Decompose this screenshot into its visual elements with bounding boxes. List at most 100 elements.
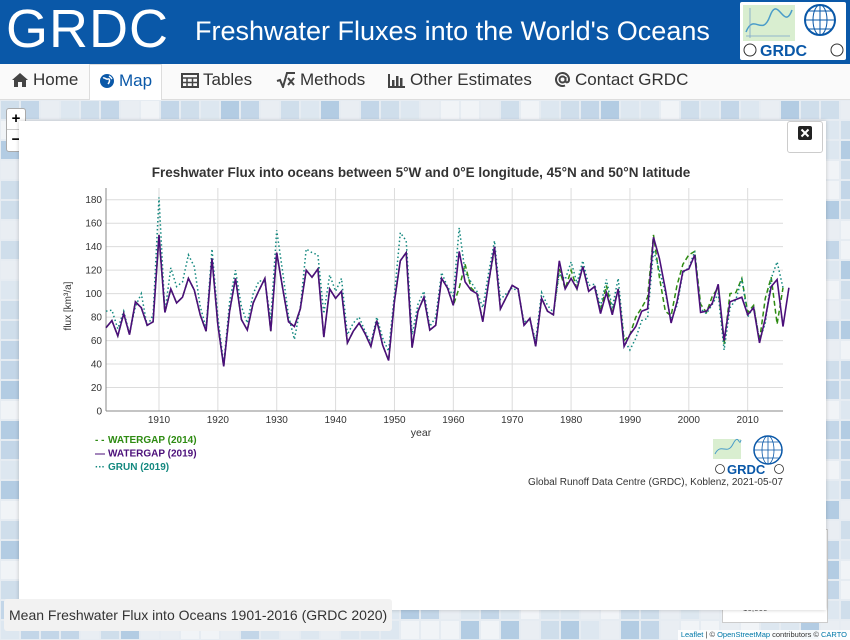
map-tile: [280, 100, 300, 120]
map-tile: [0, 400, 20, 420]
map-tile: [800, 100, 820, 120]
map-tile: [840, 560, 850, 580]
map-tile: [840, 360, 850, 380]
map-tile: [840, 180, 850, 200]
nav-tables-label: Tables: [203, 70, 253, 89]
nav-other-estimates[interactable]: Other Estimates: [379, 64, 541, 100]
map-tile: [40, 100, 60, 120]
map-tile: [0, 520, 20, 540]
chart-popup: Freshwater Flux into oceans between 5°W …: [19, 121, 826, 610]
legend-symbol: - -: [95, 435, 104, 446]
map-tile: [0, 200, 20, 220]
y-tick-label: 120: [85, 266, 102, 277]
attribution-contributors: contributors ©: [770, 630, 822, 639]
map-tile: [480, 620, 500, 640]
map-tile: [620, 620, 640, 640]
legend-symbol: ···: [95, 462, 105, 473]
map-tile: [840, 320, 850, 340]
map-tile: [0, 540, 20, 560]
map-tile: [400, 620, 420, 640]
map-tile: [500, 100, 520, 120]
flux-chart: Freshwater Flux into oceans between 5°W …: [63, 165, 790, 488]
y-tick-label: 80: [91, 313, 103, 324]
map-tile: [720, 100, 740, 120]
at-icon: [555, 72, 571, 87]
site-header: GRDC Freshwater Fluxes into the World's …: [0, 0, 850, 64]
map-tile: [520, 620, 540, 640]
map-tile: [680, 100, 700, 120]
map-tile: [80, 100, 100, 120]
nav-contact[interactable]: Contact GRDC: [545, 64, 697, 100]
map-tile: [460, 100, 480, 120]
map-tile: [520, 100, 540, 120]
map-tile: [160, 100, 180, 120]
map-tile: [640, 100, 660, 120]
map-tile: [840, 200, 850, 220]
map-tile: [820, 100, 840, 120]
nav-tables[interactable]: Tables: [172, 64, 261, 100]
map-tile: [840, 240, 850, 260]
y-tick-label: 100: [85, 289, 102, 300]
table-icon: [181, 73, 199, 88]
map-tile: [620, 100, 640, 120]
map-tile: [60, 100, 80, 120]
map-tile: [0, 320, 20, 340]
map-tile: [780, 100, 800, 120]
map-tile: [840, 380, 850, 400]
home-icon: [12, 73, 28, 87]
map-tile: [580, 100, 600, 120]
map-attribution: Leaflet | © OpenStreetMap contributors ©…: [677, 630, 850, 640]
map-tile: [560, 100, 580, 120]
map-tile: [480, 100, 500, 120]
map-tile: [560, 620, 580, 640]
x-tick-label: 2010: [737, 415, 760, 426]
map-tile: [0, 220, 20, 240]
map-tile: [760, 100, 780, 120]
nav-home[interactable]: Home: [2, 64, 87, 100]
map-tile: [100, 100, 120, 120]
map-tile: [840, 400, 850, 420]
grdc-logo-text[interactable]: GRDC: [6, 0, 169, 59]
series-line: [105, 234, 790, 367]
nav-methods[interactable]: Methods: [267, 64, 374, 100]
y-tick-label: 140: [85, 242, 102, 253]
map-tile: [840, 140, 850, 160]
grdc-emblem-logo[interactable]: GRDC: [740, 2, 846, 60]
x-tick-label: 1960: [442, 415, 465, 426]
map-tile: [400, 100, 420, 120]
main-navbar: Home Map Tables Methods Other Estimates …: [0, 64, 850, 101]
map-tile: [840, 420, 850, 440]
legend-entry: GRUN (2019): [108, 462, 169, 473]
legend-entry: WATERGAP (2014): [108, 435, 197, 446]
map-tile: [440, 100, 460, 120]
leaflet-link[interactable]: Leaflet: [680, 630, 704, 639]
nav-contact-label: Contact GRDC: [575, 70, 689, 89]
map-tile: [840, 120, 850, 140]
osm-link[interactable]: OpenStreetMap: [717, 630, 771, 639]
x-tick-label: 1990: [619, 415, 642, 426]
nav-map[interactable]: Map: [89, 64, 163, 101]
function-icon: [276, 72, 295, 90]
map-tile: [840, 260, 850, 280]
x-tick-label: 1920: [207, 415, 230, 426]
map-tile: [840, 280, 850, 300]
attribution-separator: | ©: [703, 630, 718, 639]
map-tile: [580, 620, 600, 640]
map-tile: [840, 220, 850, 240]
x-axis-label: year: [411, 427, 432, 439]
nav-methods-label: Methods: [300, 70, 366, 89]
map-tile: [540, 620, 560, 640]
x-tick-label: 1970: [501, 415, 524, 426]
bar-chart-icon: [388, 74, 405, 88]
map-tile: [240, 100, 260, 120]
map-tile: [660, 100, 680, 120]
map-tile: [840, 480, 850, 500]
popup-logo-text: GRDC: [727, 462, 766, 477]
map-tile: [0, 420, 20, 440]
map-tile: [0, 340, 20, 360]
close-button[interactable]: [787, 121, 823, 153]
map-tile: [540, 100, 560, 120]
map-tile: [600, 620, 620, 640]
y-tick-label: 160: [85, 219, 102, 230]
carto-link[interactable]: CARTO: [821, 630, 847, 639]
